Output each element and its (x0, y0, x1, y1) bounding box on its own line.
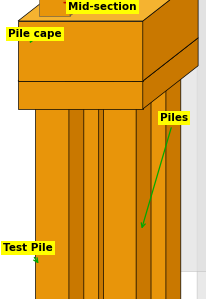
Text: Piles: Piles (140, 113, 187, 227)
Polygon shape (18, 21, 142, 81)
Polygon shape (196, 0, 206, 299)
Polygon shape (18, 0, 197, 21)
Text: Mid-section: Mid-section (68, 0, 136, 12)
Polygon shape (154, 0, 206, 271)
Polygon shape (65, 70, 113, 82)
Polygon shape (142, 38, 197, 109)
Polygon shape (35, 105, 69, 299)
Polygon shape (165, 70, 180, 299)
Polygon shape (142, 0, 197, 81)
Polygon shape (132, 82, 165, 299)
Polygon shape (132, 70, 180, 82)
Polygon shape (39, 0, 70, 16)
Polygon shape (102, 93, 150, 105)
Polygon shape (70, 0, 83, 16)
Polygon shape (65, 82, 98, 299)
Text: Pile cape: Pile cape (8, 29, 61, 42)
Polygon shape (69, 93, 83, 299)
Polygon shape (98, 70, 113, 299)
Polygon shape (102, 105, 136, 299)
Polygon shape (136, 93, 150, 299)
Polygon shape (18, 81, 142, 109)
Text: Test Pile: Test Pile (3, 243, 53, 263)
Polygon shape (35, 93, 83, 105)
Polygon shape (18, 38, 197, 81)
